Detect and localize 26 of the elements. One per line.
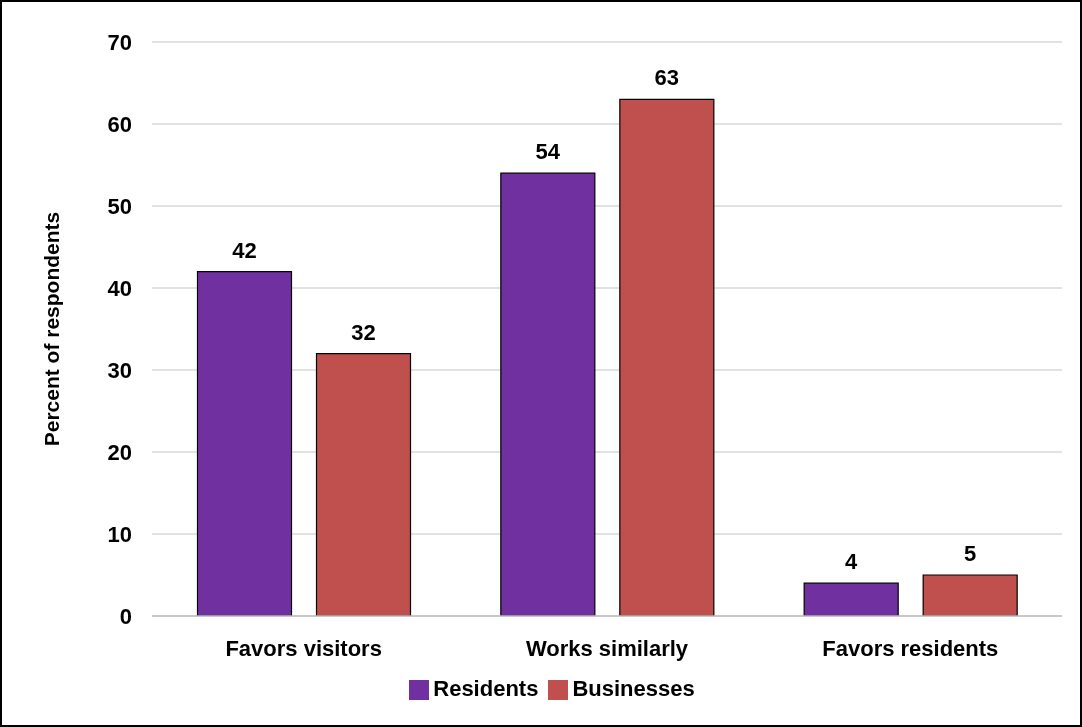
data-label: 32 (351, 319, 376, 345)
y-axis-title: Percent of respondents (40, 211, 64, 447)
bar (619, 98, 715, 616)
y-tick-label: 30 (107, 357, 132, 383)
y-tick-label: 50 (107, 193, 132, 219)
legend-label: Businesses (572, 676, 695, 701)
bar (500, 172, 596, 616)
data-label: 5 (964, 541, 977, 566)
data-label: 42 (232, 237, 257, 263)
data-label: 54 (535, 139, 561, 165)
y-tick-label: 40 (107, 275, 132, 301)
y-tick-label: 10 (107, 521, 132, 547)
bar (315, 353, 412, 616)
x-tick-label: Favors residents (822, 635, 999, 661)
x-tick-label: Works similarly (525, 635, 689, 661)
bar (803, 582, 899, 616)
y-tick-label: 0 (119, 603, 132, 629)
legend-label: Residents (433, 676, 539, 701)
bar (922, 574, 1018, 616)
y-tick-label: 60 (107, 111, 132, 137)
data-label: 63 (654, 65, 680, 91)
x-tick-label: Favors visitors (225, 635, 382, 661)
data-label: 4 (845, 549, 859, 575)
bar (196, 271, 293, 616)
y-tick-label: 20 (107, 439, 132, 465)
y-tick-label: 70 (107, 29, 132, 55)
